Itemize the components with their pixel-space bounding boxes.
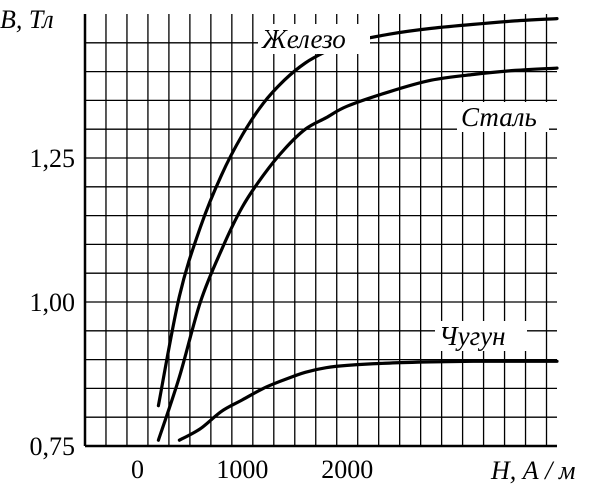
x-axis-label: H, А / м xyxy=(490,456,575,484)
series-label: Сталь xyxy=(461,102,537,132)
x-tick-label: 1000 xyxy=(216,455,268,484)
series-label: Железо xyxy=(261,24,346,54)
y-axis-label: B, Тл xyxy=(0,5,54,34)
series-line xyxy=(156,17,559,408)
series-label: Чугун xyxy=(439,321,506,351)
series-line xyxy=(156,66,559,442)
series-label-background xyxy=(457,102,549,132)
y-tick-label: 1,00 xyxy=(30,288,76,317)
y-tick-label: 1,25 xyxy=(30,144,76,173)
series-line xyxy=(177,359,559,442)
y-tick-label: 0,75 xyxy=(30,432,76,461)
series-label-background xyxy=(435,321,527,351)
labels: 0,75 1,00 1,25 0 1000 2000 Железо Сталь Чугун xyxy=(30,24,549,484)
curves xyxy=(156,17,559,442)
x-tick-label: 2000 xyxy=(321,455,373,484)
grid xyxy=(85,14,557,446)
series-label-background xyxy=(258,24,370,54)
x-tick-label: 0 xyxy=(131,455,144,484)
plot-frame xyxy=(83,14,557,448)
